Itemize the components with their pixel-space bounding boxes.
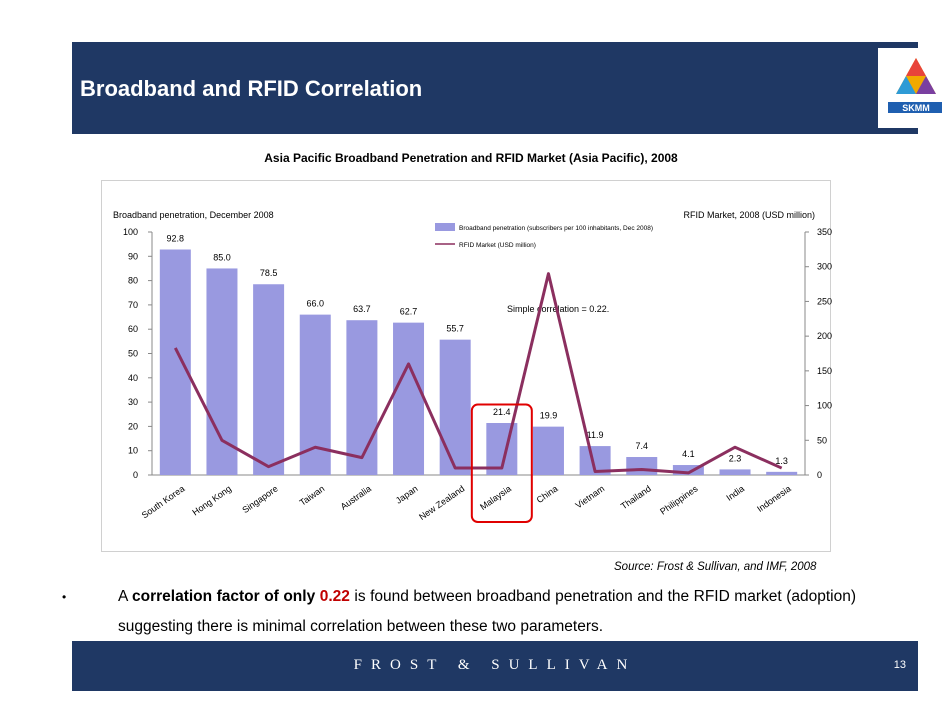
rfid-line (173, 272, 783, 475)
bar-value-label: 7.4 (635, 441, 648, 451)
category-label: India (724, 483, 746, 502)
bar-value-label: 19.9 (540, 411, 558, 421)
category-label: Taiwan (298, 483, 327, 507)
footer-brand: FROST & SULLIVAN (353, 657, 637, 673)
bars (159, 249, 798, 475)
bar-labels: 92.8 85.0 78.5 66.0 63.7 62.7 55.7 21.4 19.9 11.9… (167, 233, 788, 465)
bar-value-label: 92.8 (167, 233, 185, 243)
axes: 0 10 20 30 40 50 60 70 80 90 100 0 50 100 150 200 250 300… (123, 227, 832, 480)
bar-2 (253, 284, 285, 475)
category-label: Philippines (658, 483, 700, 516)
category-label: Malaysia (478, 483, 513, 512)
category-label: Vietnam (574, 483, 607, 510)
body-text-part2: is found between broadband penetration a… (118, 588, 856, 635)
slide-title: Broadband and RFID Correlation (80, 76, 423, 101)
left-tick-label: 40 (128, 373, 138, 383)
legend-line-label: RFID Market (USD million) (459, 242, 536, 249)
left-tick-label: 50 (128, 349, 138, 359)
bar-value-label: 66.0 (306, 299, 324, 309)
correlation-value: 0.22 (319, 588, 350, 605)
right-axis-label: RFID Market, 2008 (USD million) (683, 210, 815, 220)
category-label: Singapore (240, 483, 279, 515)
bar-value-label: 21.4 (493, 407, 511, 417)
source-note: Source: Frost & Sullivan, and IMF, 2008 (614, 561, 817, 573)
left-axis-label: Broadband penetration, December 2008 (113, 210, 274, 220)
bar-6 (439, 339, 471, 475)
bar-value-label: 4.1 (682, 449, 695, 459)
legend-bar-swatch (435, 223, 455, 231)
left-tick-label: 100 (123, 227, 138, 237)
bullet-marker: • (62, 590, 67, 604)
category-label: Indonesia (755, 483, 793, 514)
rfid-market-line (173, 272, 783, 475)
footer-bar: FROST & SULLIVAN 13 (72, 641, 918, 691)
logo-icon: SKMM (888, 58, 942, 113)
left-tick-label: 70 (128, 300, 138, 310)
right-tick-label: 300 (817, 262, 832, 272)
category-label: China (535, 483, 560, 505)
right-tick-label: 0 (817, 470, 822, 480)
right-tick-label: 200 (817, 331, 832, 341)
left-tick-label: 10 (128, 446, 138, 456)
chart-title: Asia Pacific Broadband Penetration and R… (264, 151, 678, 165)
left-tick-label: 20 (128, 421, 138, 431)
left-tick-label: 90 (128, 251, 138, 261)
bar-4 (346, 320, 378, 475)
bar-value-label: 85.0 (213, 252, 231, 262)
left-tick-label: 80 (128, 276, 138, 286)
bar-value-label: 62.7 (400, 307, 418, 317)
skmm-logo: SKMM (878, 48, 942, 128)
left-tick-label: 0 (133, 470, 138, 480)
bar-11 (672, 465, 704, 475)
bar-13 (766, 471, 798, 475)
bar-value-label: 78.5 (260, 268, 278, 278)
malaysia-highlight-box (470, 403, 533, 523)
right-tick-label: 100 (817, 401, 832, 411)
category-label: Australia (339, 483, 373, 511)
bar-8 (532, 426, 564, 475)
category-label: Hong Kong (190, 483, 233, 517)
category-label: Japan (394, 483, 420, 505)
right-tick-label: 250 (817, 296, 832, 306)
bar-value-label: 55.7 (446, 324, 464, 334)
right-tick-label: 50 (817, 435, 827, 445)
bar-value-label: 11.9 (587, 430, 604, 440)
legend: Broadband penetration (subscribers per 1… (435, 223, 653, 249)
chart-frame (101, 180, 831, 552)
legend-bar-label: Broadband penetration (subscribers per 1… (459, 225, 653, 232)
bar-12 (719, 469, 751, 475)
bar-1 (206, 268, 238, 475)
category-label: Thailand (619, 483, 653, 511)
left-tick-label: 60 (128, 324, 138, 334)
bar-value-label: 2.3 (729, 453, 742, 463)
category-label: New Zealand (417, 483, 466, 522)
bar-value-label: 1.3 (775, 456, 788, 466)
body-paragraph: A correlation factor of only 0.22 is fou… (118, 582, 856, 642)
logo-text: SKMM (902, 103, 930, 113)
bar-10 (626, 457, 658, 475)
right-tick-label: 350 (817, 227, 832, 237)
bar-value-label: 63.7 (353, 304, 371, 314)
category-label: South Korea (140, 483, 187, 520)
bar-5 (393, 322, 425, 475)
left-tick-label: 30 (128, 397, 138, 407)
title-bar: Broadband and RFID Correlation SKMM (72, 42, 942, 134)
category-labels: South Korea Hong Kong Singapore Taiwan Austr… (140, 483, 793, 522)
right-tick-label: 150 (817, 366, 832, 376)
page-number: 13 (893, 659, 906, 671)
body-text-bold: correlation factor of only (132, 588, 320, 605)
bar-0 (159, 249, 191, 475)
body-text-part1: A (118, 588, 132, 605)
